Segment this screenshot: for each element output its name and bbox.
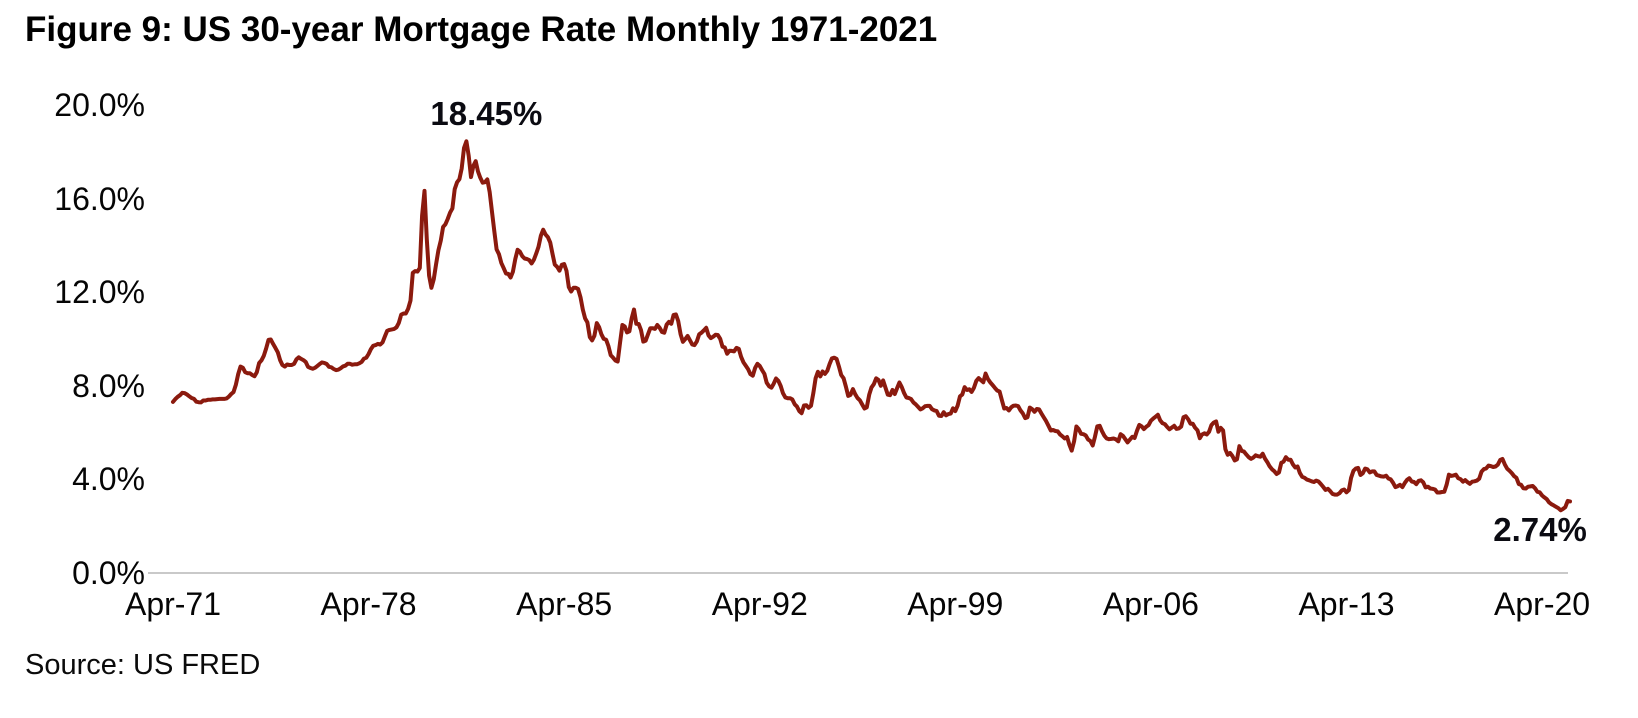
x-tick-label: Apr-06 xyxy=(1102,586,1199,622)
y-tick-label: 4.0% xyxy=(72,461,145,498)
x-tick-label: Apr-78 xyxy=(320,586,417,622)
figure-title: Figure 9: US 30-year Mortgage Rate Month… xyxy=(25,10,938,49)
y-tick-label: 0.0% xyxy=(72,555,145,591)
peak-value-annotation: 18.45% xyxy=(430,95,543,133)
x-tick-label: Apr-99 xyxy=(907,586,1004,622)
y-tick-label: 20.0% xyxy=(54,87,145,123)
y-tick-label: 8.0% xyxy=(72,367,145,404)
mortgage-rate-line xyxy=(171,139,1572,513)
y-tick-label: 12.0% xyxy=(54,274,145,311)
x-tick-label: Apr-13 xyxy=(1298,586,1395,622)
x-tick-label: Apr-71 xyxy=(124,586,222,622)
y-tick-label: 16.0% xyxy=(54,180,145,217)
x-tick-label: Apr-20 xyxy=(1494,586,1591,622)
x-tick-label: Apr-92 xyxy=(711,586,808,622)
end-value-annotation: 2.74% xyxy=(1493,510,1587,548)
source-note: Source: US FRED xyxy=(25,649,261,681)
x-tick-label: Apr-85 xyxy=(516,586,613,622)
